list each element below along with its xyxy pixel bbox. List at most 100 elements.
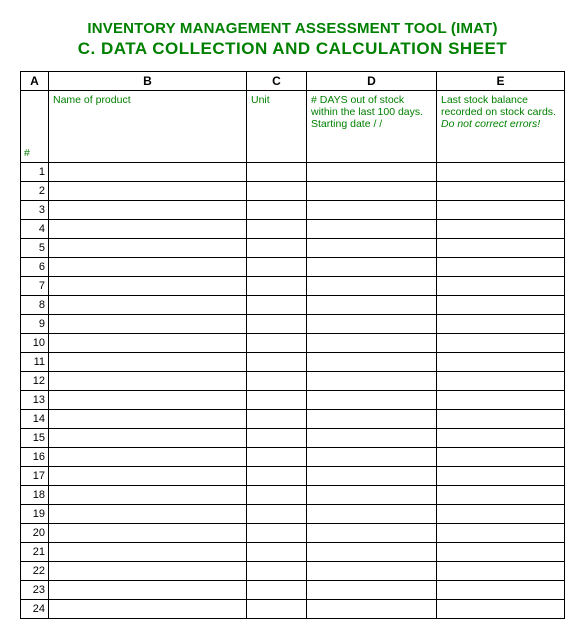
table-row: 23 bbox=[21, 581, 565, 600]
title-line-2: C. DATA COLLECTION AND CALCULATION SHEET bbox=[20, 39, 565, 59]
row-number: 4 bbox=[21, 220, 49, 239]
cell bbox=[437, 258, 565, 277]
cell bbox=[437, 467, 565, 486]
col-letter-b: B bbox=[49, 72, 247, 91]
cell bbox=[49, 334, 247, 353]
table-row: 18 bbox=[21, 486, 565, 505]
cell bbox=[247, 277, 307, 296]
cell bbox=[437, 448, 565, 467]
cell bbox=[307, 543, 437, 562]
cell bbox=[49, 220, 247, 239]
cell bbox=[307, 296, 437, 315]
row-number: 19 bbox=[21, 505, 49, 524]
cell bbox=[247, 581, 307, 600]
cell bbox=[49, 562, 247, 581]
cell bbox=[49, 429, 247, 448]
table-row: 16 bbox=[21, 448, 565, 467]
col-letter-a: A bbox=[21, 72, 49, 91]
cell bbox=[49, 277, 247, 296]
cell bbox=[437, 429, 565, 448]
table-row: 4 bbox=[21, 220, 565, 239]
cell bbox=[307, 239, 437, 258]
cell bbox=[49, 372, 247, 391]
cell bbox=[247, 258, 307, 277]
table-row: 24 bbox=[21, 600, 565, 619]
header-e-plain: Last stock balance recorded on stock car… bbox=[441, 94, 556, 118]
cell bbox=[307, 182, 437, 201]
cell bbox=[437, 315, 565, 334]
header-name-of-product: Name of product bbox=[49, 91, 247, 163]
title-line-1: INVENTORY MANAGEMENT ASSESSMENT TOOL (IM… bbox=[20, 20, 565, 37]
cell bbox=[49, 258, 247, 277]
row-number: 3 bbox=[21, 201, 49, 220]
cell bbox=[307, 315, 437, 334]
table-row: 15 bbox=[21, 429, 565, 448]
cell bbox=[437, 201, 565, 220]
row-number: 8 bbox=[21, 296, 49, 315]
table-row: 7 bbox=[21, 277, 565, 296]
cell bbox=[437, 334, 565, 353]
cell bbox=[49, 505, 247, 524]
column-header-row: # Name of product Unit # DAYS out of sto… bbox=[21, 91, 565, 163]
column-letter-row: A B C D E bbox=[21, 72, 565, 91]
row-number: 17 bbox=[21, 467, 49, 486]
cell bbox=[247, 486, 307, 505]
header-unit: Unit bbox=[247, 91, 307, 163]
row-number: 16 bbox=[21, 448, 49, 467]
cell bbox=[307, 410, 437, 429]
cell bbox=[437, 239, 565, 258]
cell bbox=[437, 391, 565, 410]
table-row: 11 bbox=[21, 353, 565, 372]
cell bbox=[307, 429, 437, 448]
cell bbox=[437, 220, 565, 239]
cell bbox=[307, 505, 437, 524]
cell bbox=[247, 391, 307, 410]
table-row: 8 bbox=[21, 296, 565, 315]
cell bbox=[49, 448, 247, 467]
cell bbox=[247, 524, 307, 543]
cell bbox=[307, 448, 437, 467]
cell bbox=[437, 182, 565, 201]
table-row: 6 bbox=[21, 258, 565, 277]
cell bbox=[307, 600, 437, 619]
table-row: 10 bbox=[21, 334, 565, 353]
cell bbox=[437, 163, 565, 182]
cell bbox=[247, 334, 307, 353]
cell bbox=[247, 429, 307, 448]
header-days-out-of-stock: # DAYS out of stock within the last 100 … bbox=[307, 91, 437, 163]
table-row: 2 bbox=[21, 182, 565, 201]
table-row: 21 bbox=[21, 543, 565, 562]
cell bbox=[437, 543, 565, 562]
cell bbox=[437, 562, 565, 581]
row-number: 22 bbox=[21, 562, 49, 581]
cell bbox=[49, 353, 247, 372]
cell bbox=[49, 239, 247, 258]
cell bbox=[49, 486, 247, 505]
cell bbox=[247, 182, 307, 201]
cell bbox=[247, 353, 307, 372]
row-number: 9 bbox=[21, 315, 49, 334]
table-row: 22 bbox=[21, 562, 565, 581]
cell bbox=[247, 505, 307, 524]
row-number: 11 bbox=[21, 353, 49, 372]
cell bbox=[307, 277, 437, 296]
table-row: 14 bbox=[21, 410, 565, 429]
cell bbox=[247, 220, 307, 239]
cell bbox=[247, 467, 307, 486]
cell bbox=[247, 600, 307, 619]
cell bbox=[307, 372, 437, 391]
title-block: INVENTORY MANAGEMENT ASSESSMENT TOOL (IM… bbox=[20, 20, 565, 59]
table-row: 1 bbox=[21, 163, 565, 182]
row-number: 21 bbox=[21, 543, 49, 562]
cell bbox=[437, 372, 565, 391]
cell bbox=[49, 543, 247, 562]
header-e-italic: Do not correct errors! bbox=[441, 118, 540, 130]
col-letter-d: D bbox=[307, 72, 437, 91]
cell bbox=[247, 296, 307, 315]
row-number: 24 bbox=[21, 600, 49, 619]
cell bbox=[49, 315, 247, 334]
cell bbox=[307, 163, 437, 182]
cell bbox=[307, 258, 437, 277]
cell bbox=[49, 524, 247, 543]
row-number: 6 bbox=[21, 258, 49, 277]
